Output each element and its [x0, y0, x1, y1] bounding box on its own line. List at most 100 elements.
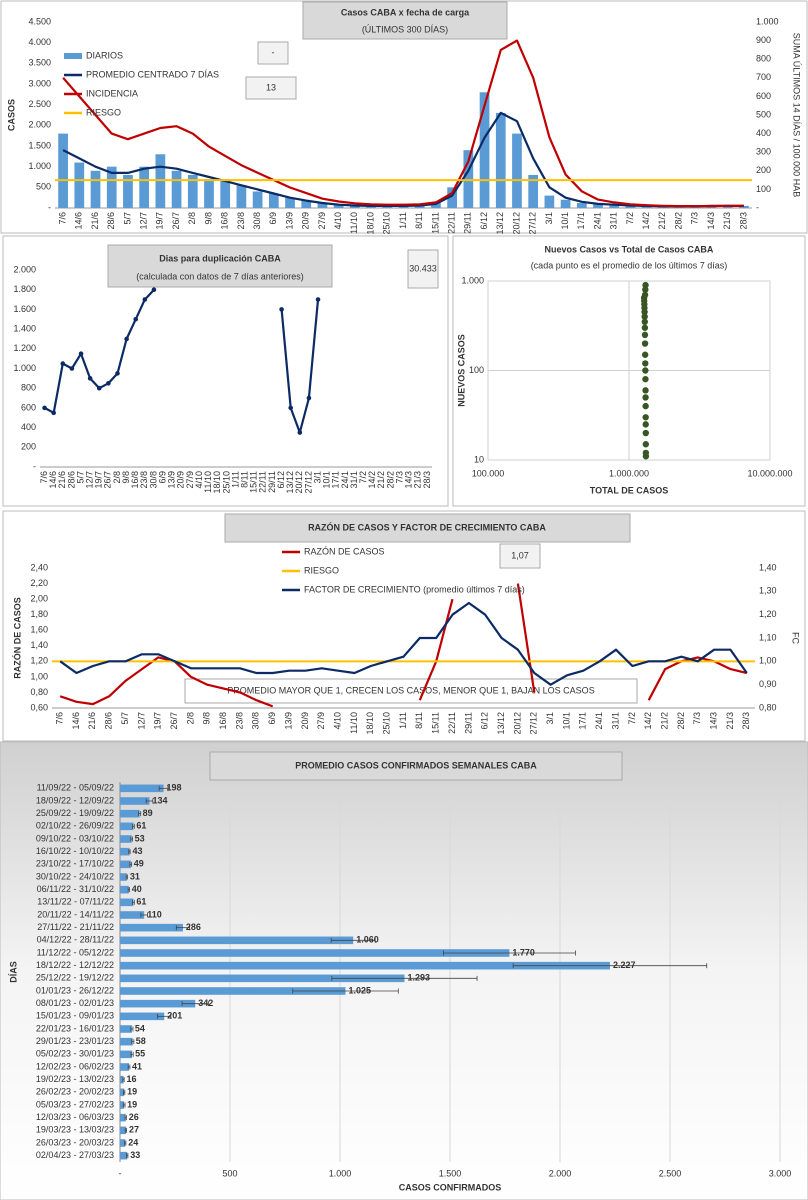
- x-tick-label: 28/2: [673, 212, 683, 230]
- y2-tick-label: 1,40: [759, 562, 777, 572]
- y-tick-label: 05/03/23 - 27/02/23: [36, 1099, 114, 1109]
- x-tick-label: 27/9: [317, 212, 327, 230]
- x-tick-label: 31/1: [349, 471, 359, 489]
- legend-label: INCIDENCIA: [86, 88, 138, 98]
- point: [96, 385, 102, 391]
- annotation: 30.433: [409, 263, 437, 273]
- point: [115, 371, 120, 376]
- data-label: 89: [143, 808, 153, 818]
- y2-tick-label: -: [756, 202, 759, 212]
- point: [642, 387, 649, 394]
- point: [642, 367, 649, 374]
- chart-title: Nuevos Casos vs Total de Casos CABA: [545, 244, 714, 254]
- x-tick-label: 27/12: [303, 471, 313, 494]
- bar: [120, 873, 127, 881]
- bar: [120, 885, 129, 894]
- y-tick-label: 1.500: [28, 140, 51, 150]
- point: [87, 376, 93, 381]
- legend-label: DIARIOS: [86, 50, 123, 60]
- x-tick-label: 21/2: [376, 471, 386, 489]
- x-tick-label: -: [119, 1168, 122, 1178]
- y-tick-label: 20/11/22 - 14/11/22: [37, 909, 114, 919]
- x-tick-label: 22/11: [447, 712, 457, 734]
- x-tick-label: 16/8: [130, 471, 140, 489]
- annotation: 1,07: [511, 550, 529, 560]
- y-tick-label: 13/11/22 - 07/11/22: [37, 897, 114, 907]
- x-tick-label: 7/6: [55, 712, 65, 725]
- y-tick-label: 0,80: [30, 687, 48, 697]
- data-label: 24: [128, 1137, 138, 1147]
- bar: [268, 193, 279, 208]
- x-tick-label: 27/9: [316, 712, 326, 730]
- annotation: PROMEDIO MAYOR QUE 1, CRECEN LOS CASOS, …: [227, 685, 594, 695]
- bar: [120, 1050, 133, 1059]
- point: [151, 287, 157, 293]
- y2-tick-label: 500: [756, 109, 771, 119]
- y-tick-label: 200: [21, 442, 36, 452]
- point: [315, 297, 321, 302]
- y2-tick-label: 300: [756, 147, 771, 157]
- annotation-box: [499, 543, 541, 569]
- x-tick-label: 10/1: [561, 712, 571, 730]
- bar: [252, 191, 263, 208]
- x-tick-label: 7/3: [692, 712, 702, 725]
- y-tick-label: 12/03/23 - 06/03/23: [36, 1112, 114, 1122]
- x-tick-label: 28/3: [738, 212, 748, 230]
- x-tick-label: 8/11: [414, 712, 424, 729]
- x-tick-label: 3/1: [544, 212, 554, 225]
- x-tick-label: 8/11: [239, 471, 249, 488]
- bar: [204, 179, 214, 208]
- bar: [106, 166, 117, 208]
- data-label: 61: [136, 821, 146, 831]
- chart-subtitle: (cada punto es el promedio de los último…: [531, 260, 728, 270]
- legend-label: RAZÓN DE CASOS: [304, 546, 385, 556]
- x-tick-label: 14/2: [367, 471, 377, 489]
- y-tick-label: 15/01/23 - 09/01/23: [36, 1011, 114, 1021]
- bar: [74, 162, 85, 208]
- bar: [120, 974, 405, 983]
- point: [78, 351, 84, 357]
- y2-tick-label: 600: [756, 91, 771, 101]
- x-tick-label: 20/9: [176, 471, 186, 489]
- bar: [120, 1139, 126, 1147]
- point: [69, 366, 75, 371]
- x-tick-label: 1/11: [398, 212, 408, 229]
- bar: [609, 205, 620, 208]
- data-label: 31: [130, 871, 140, 881]
- y-tick-label: 2.500: [28, 99, 51, 109]
- y-tick-label: 600: [21, 402, 36, 412]
- y2-tick-label: 1,10: [759, 632, 777, 642]
- y-tick-label: 08/01/23 - 02/01/23: [36, 998, 114, 1008]
- y-tick-label: 4.500: [28, 16, 51, 26]
- x-tick-label: 24/1: [594, 712, 604, 730]
- x-tick-label: 15/11: [249, 471, 259, 493]
- x-tick-label: 4/10: [194, 471, 204, 489]
- y-axis-label: RAZÓN DE CASOS: [11, 597, 22, 679]
- x-tick-label: 17/1: [578, 712, 588, 730]
- y-tick-label: 2,00: [30, 593, 48, 603]
- y2-axis-label: FC: [791, 632, 801, 644]
- title-box: [224, 513, 631, 543]
- x-tick-label: 28/6: [106, 212, 116, 230]
- x-tick-label: 13/9: [283, 712, 293, 730]
- x-tick-label: 24/1: [340, 471, 350, 489]
- x-tick-label: 25/10: [221, 471, 231, 494]
- x-tick-label: 20/9: [301, 212, 311, 230]
- y-tick-label: 23/10/22 - 17/10/22: [36, 859, 114, 869]
- x-tick-label: 19/7: [94, 471, 104, 489]
- y-tick-label: 19/03/23 - 13/03/23: [36, 1125, 114, 1135]
- x-tick-label: 13/9: [284, 212, 294, 230]
- y-tick-label: 26/03/23 - 20/03/23: [36, 1137, 114, 1147]
- data-label: 41: [132, 1061, 142, 1071]
- x-tick-label: 27/12: [528, 212, 538, 235]
- point: [642, 429, 649, 437]
- x-tick-label: 14/6: [74, 212, 84, 230]
- bar: [155, 154, 166, 208]
- x-tick-label: 4/10: [332, 712, 342, 730]
- x-tick-label: 1.000.000: [609, 468, 649, 478]
- title-box: [209, 751, 623, 781]
- x-tick-label: 23/8: [236, 212, 246, 230]
- x-tick-label: 26/7: [171, 212, 181, 230]
- bar: [333, 204, 344, 208]
- x-tick-label: 26/7: [169, 712, 179, 730]
